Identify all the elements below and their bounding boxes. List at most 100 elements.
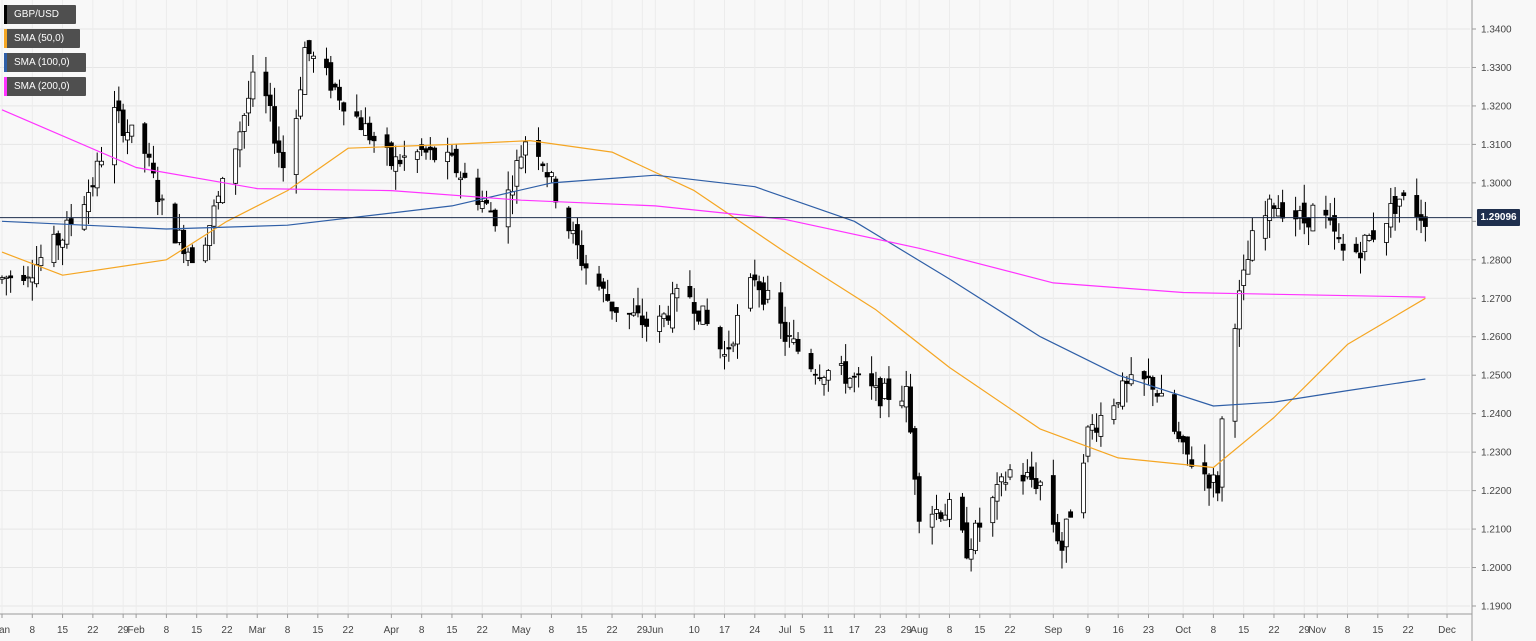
candle-bear [1185, 436, 1190, 455]
legend-sma100[interactable]: SMA (100,0) [4, 53, 86, 72]
candle-bull [748, 277, 753, 309]
legend-gbpusd[interactable]: GBP/USD [4, 5, 76, 24]
candle-bear [583, 263, 589, 269]
x-tick-label: 22 [606, 625, 618, 636]
candle-bull [973, 522, 978, 551]
candle-bear [536, 140, 541, 157]
legend-swatch [4, 29, 7, 48]
candle-bear [1371, 230, 1376, 240]
candle-bull [112, 107, 117, 166]
candle-bear [540, 163, 546, 167]
candle-bull [445, 151, 451, 162]
candle-bear [600, 281, 606, 289]
candle-bear [795, 338, 801, 352]
x-tick-label: 15 [974, 625, 986, 636]
candle-bull [1362, 234, 1368, 253]
candle-bear [596, 273, 602, 287]
candle-bull [882, 382, 887, 399]
candle-bull [215, 195, 221, 203]
sma100-line [1, 174, 1426, 407]
candle-bear [960, 496, 965, 531]
candle-bear [341, 102, 347, 112]
moving-averages [1, 109, 1426, 469]
x-tick-label: 17 [849, 625, 861, 636]
x-tick-label: 15 [191, 625, 203, 636]
candle-bear [189, 247, 195, 264]
x-tick-label: 23 [1143, 625, 1155, 636]
candle-bull [873, 385, 879, 388]
candle-bull [1245, 259, 1251, 275]
x-tick-label: 15 [1372, 625, 1384, 636]
candle-bear [1068, 511, 1074, 518]
x-tick-label: Feb [128, 625, 146, 636]
legend-sma50[interactable]: SMA (50,0) [4, 29, 80, 48]
candle-bear [908, 386, 913, 433]
candle-bull [934, 509, 939, 514]
candle-bear [328, 62, 334, 91]
candle-bull [661, 313, 667, 319]
x-tick-label: Oct [1175, 625, 1191, 636]
candle-bull [3, 276, 9, 279]
candle-bull [1085, 426, 1091, 457]
candle-bear [1271, 205, 1277, 209]
candle-bear [1154, 393, 1160, 397]
candle-bear [354, 111, 360, 117]
candle-bull [129, 124, 135, 137]
candle-bear [717, 327, 723, 350]
x-tick-label: 15 [576, 625, 588, 636]
candle-bear [912, 428, 918, 480]
legend-sma200[interactable]: SMA (200,0) [4, 77, 86, 96]
candle-bear [1202, 462, 1208, 475]
y-tick-label: 1.1900 [1481, 602, 1512, 613]
candle-bear [644, 318, 650, 327]
y-tick-label: 1.2400 [1481, 409, 1512, 420]
candle-bull [1210, 474, 1216, 483]
candle-bear [388, 142, 394, 167]
candle-bull [202, 244, 208, 262]
candle-bear [462, 172, 468, 178]
candle-bear [384, 134, 390, 148]
candle-bear [778, 292, 784, 324]
candle-bear [1215, 475, 1221, 494]
candle-bull [1024, 472, 1030, 478]
candle-bull [791, 338, 797, 343]
x-tick-label: 9 [1085, 625, 1091, 636]
sma50-line [1, 140, 1426, 469]
candle-bull [990, 497, 996, 524]
candle-bear [449, 152, 455, 156]
candle-bull [765, 289, 771, 300]
x-tick-label: 15 [312, 625, 324, 636]
candle-bull [176, 229, 182, 243]
candle-bull [1388, 203, 1394, 228]
candle-bear [639, 315, 645, 326]
x-tick-label: Mar [249, 625, 267, 636]
candle-bear [371, 135, 377, 142]
candle-bull [1003, 482, 1009, 485]
candle-bear [1392, 195, 1398, 214]
candle-bear [172, 203, 178, 244]
candle-bull [1241, 269, 1247, 286]
candle-bull [1098, 415, 1104, 437]
candle-bear [843, 361, 849, 384]
legend-label: GBP/USD [14, 9, 60, 20]
x-tick-label: Aug [910, 625, 928, 636]
x-tick-label: 22 [221, 625, 233, 636]
candle-bear [484, 199, 489, 204]
candle-bull [94, 160, 100, 189]
candle-bear [964, 522, 970, 559]
candle-bear [1146, 375, 1151, 379]
y-tick-label: 1.2200 [1481, 486, 1512, 497]
candle-bull [821, 377, 827, 385]
x-tick-label: 5 [800, 625, 806, 636]
current-price-tag: 1.29096 [1477, 209, 1520, 227]
legend-swatch [4, 53, 7, 72]
candle-bear [938, 512, 944, 519]
candle-bear [68, 218, 74, 225]
candle-bull [1081, 462, 1087, 514]
x-tick-label: 17 [719, 625, 731, 636]
candle-bull [302, 47, 308, 95]
candle-bull [838, 363, 844, 366]
candle-bear [267, 94, 273, 107]
candle-bull [241, 115, 247, 132]
candle-bull [514, 160, 520, 187]
